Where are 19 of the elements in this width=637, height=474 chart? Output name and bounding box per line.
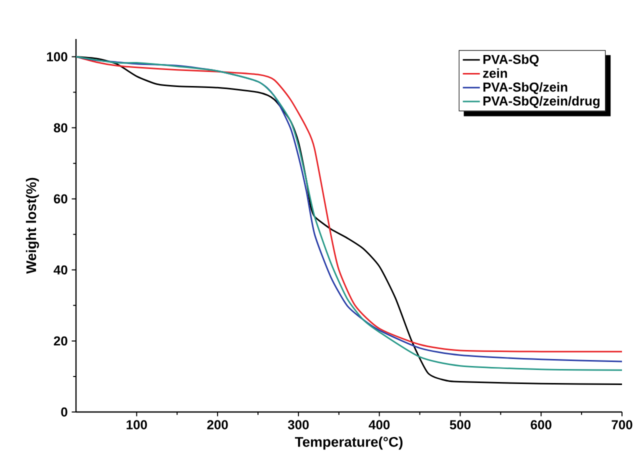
y-tick-label: 20	[54, 336, 68, 346]
y-tick-label: 0	[61, 407, 68, 417]
x-axis-title: Temperature(°C)	[294, 436, 402, 450]
legend-label: zein	[483, 68, 507, 78]
x-tick-label: 300	[288, 420, 309, 430]
x-tick-label: 700	[612, 420, 632, 430]
y-tick-label: 40	[54, 265, 68, 274]
x-tick-label: 400	[368, 420, 390, 430]
y-tick-label: 100	[47, 52, 68, 62]
x-tick-label: 100	[126, 420, 147, 430]
legend-label: PVA-SbQ	[483, 54, 539, 66]
y-tick-label: 80	[54, 123, 68, 132]
x-tick-label: 500	[450, 420, 470, 430]
legend-label: PVA-SbQ/zein	[483, 82, 568, 94]
x-tick-label: 200	[207, 420, 228, 430]
y-tick-label: 60	[54, 194, 68, 204]
legend-label: PVA-SbQ/zein/drug	[483, 96, 600, 108]
x-tick-label: 600	[530, 420, 552, 430]
y-axis-title: Weight lost(%)	[26, 178, 39, 274]
